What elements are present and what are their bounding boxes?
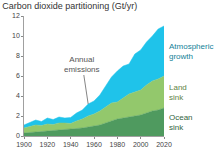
svg-text:Oceansink: Oceansink (169, 113, 193, 132)
svg-text:1940: 1940 (63, 141, 79, 148)
svg-text:1920: 1920 (40, 141, 56, 148)
svg-text:1980: 1980 (110, 141, 126, 148)
svg-text:8: 8 (16, 52, 20, 59)
svg-text:0: 0 (16, 132, 20, 139)
svg-text:Atmosphericgrowth: Atmosphericgrowth (169, 42, 213, 61)
svg-text:Landsink: Landsink (169, 83, 187, 102)
svg-text:2000: 2000 (133, 141, 149, 148)
svg-text:1900: 1900 (16, 141, 32, 148)
svg-text:4: 4 (16, 92, 20, 99)
svg-text:Carbon dioxide partitioning (G: Carbon dioxide partitioning (Gt/yr) (2, 1, 137, 11)
svg-text:Annualemissions: Annualemissions (64, 55, 100, 74)
svg-text:1960: 1960 (86, 141, 102, 148)
svg-text:2020: 2020 (156, 141, 172, 148)
svg-text:10: 10 (12, 32, 20, 39)
svg-text:12: 12 (12, 12, 20, 19)
svg-text:6: 6 (16, 72, 20, 79)
svg-text:2: 2 (16, 112, 20, 119)
